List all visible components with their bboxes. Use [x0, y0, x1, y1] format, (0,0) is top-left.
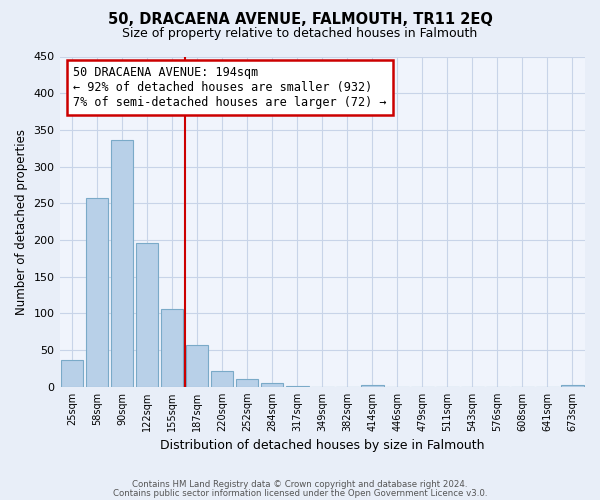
Text: 50, DRACAENA AVENUE, FALMOUTH, TR11 2EQ: 50, DRACAENA AVENUE, FALMOUTH, TR11 2EQ [107, 12, 493, 28]
Bar [86, 198, 109, 387]
X-axis label: Distribution of detached houses by size in Falmouth: Distribution of detached houses by size … [160, 440, 485, 452]
Bar [211, 372, 233, 387]
Bar [161, 309, 184, 387]
Y-axis label: Number of detached properties: Number of detached properties [15, 128, 28, 314]
Bar [61, 360, 83, 387]
Bar [261, 383, 283, 387]
Text: Size of property relative to detached houses in Falmouth: Size of property relative to detached ho… [122, 28, 478, 40]
Text: 50 DRACAENA AVENUE: 194sqm
← 92% of detached houses are smaller (932)
7% of semi: 50 DRACAENA AVENUE: 194sqm ← 92% of deta… [73, 66, 387, 109]
Bar [361, 386, 383, 387]
Text: Contains public sector information licensed under the Open Government Licence v3: Contains public sector information licen… [113, 488, 487, 498]
Text: Contains HM Land Registry data © Crown copyright and database right 2024.: Contains HM Land Registry data © Crown c… [132, 480, 468, 489]
Bar [186, 345, 208, 387]
Bar [111, 140, 133, 387]
Bar [136, 243, 158, 387]
Bar [236, 378, 259, 387]
Bar [286, 386, 308, 387]
Bar [561, 386, 584, 387]
